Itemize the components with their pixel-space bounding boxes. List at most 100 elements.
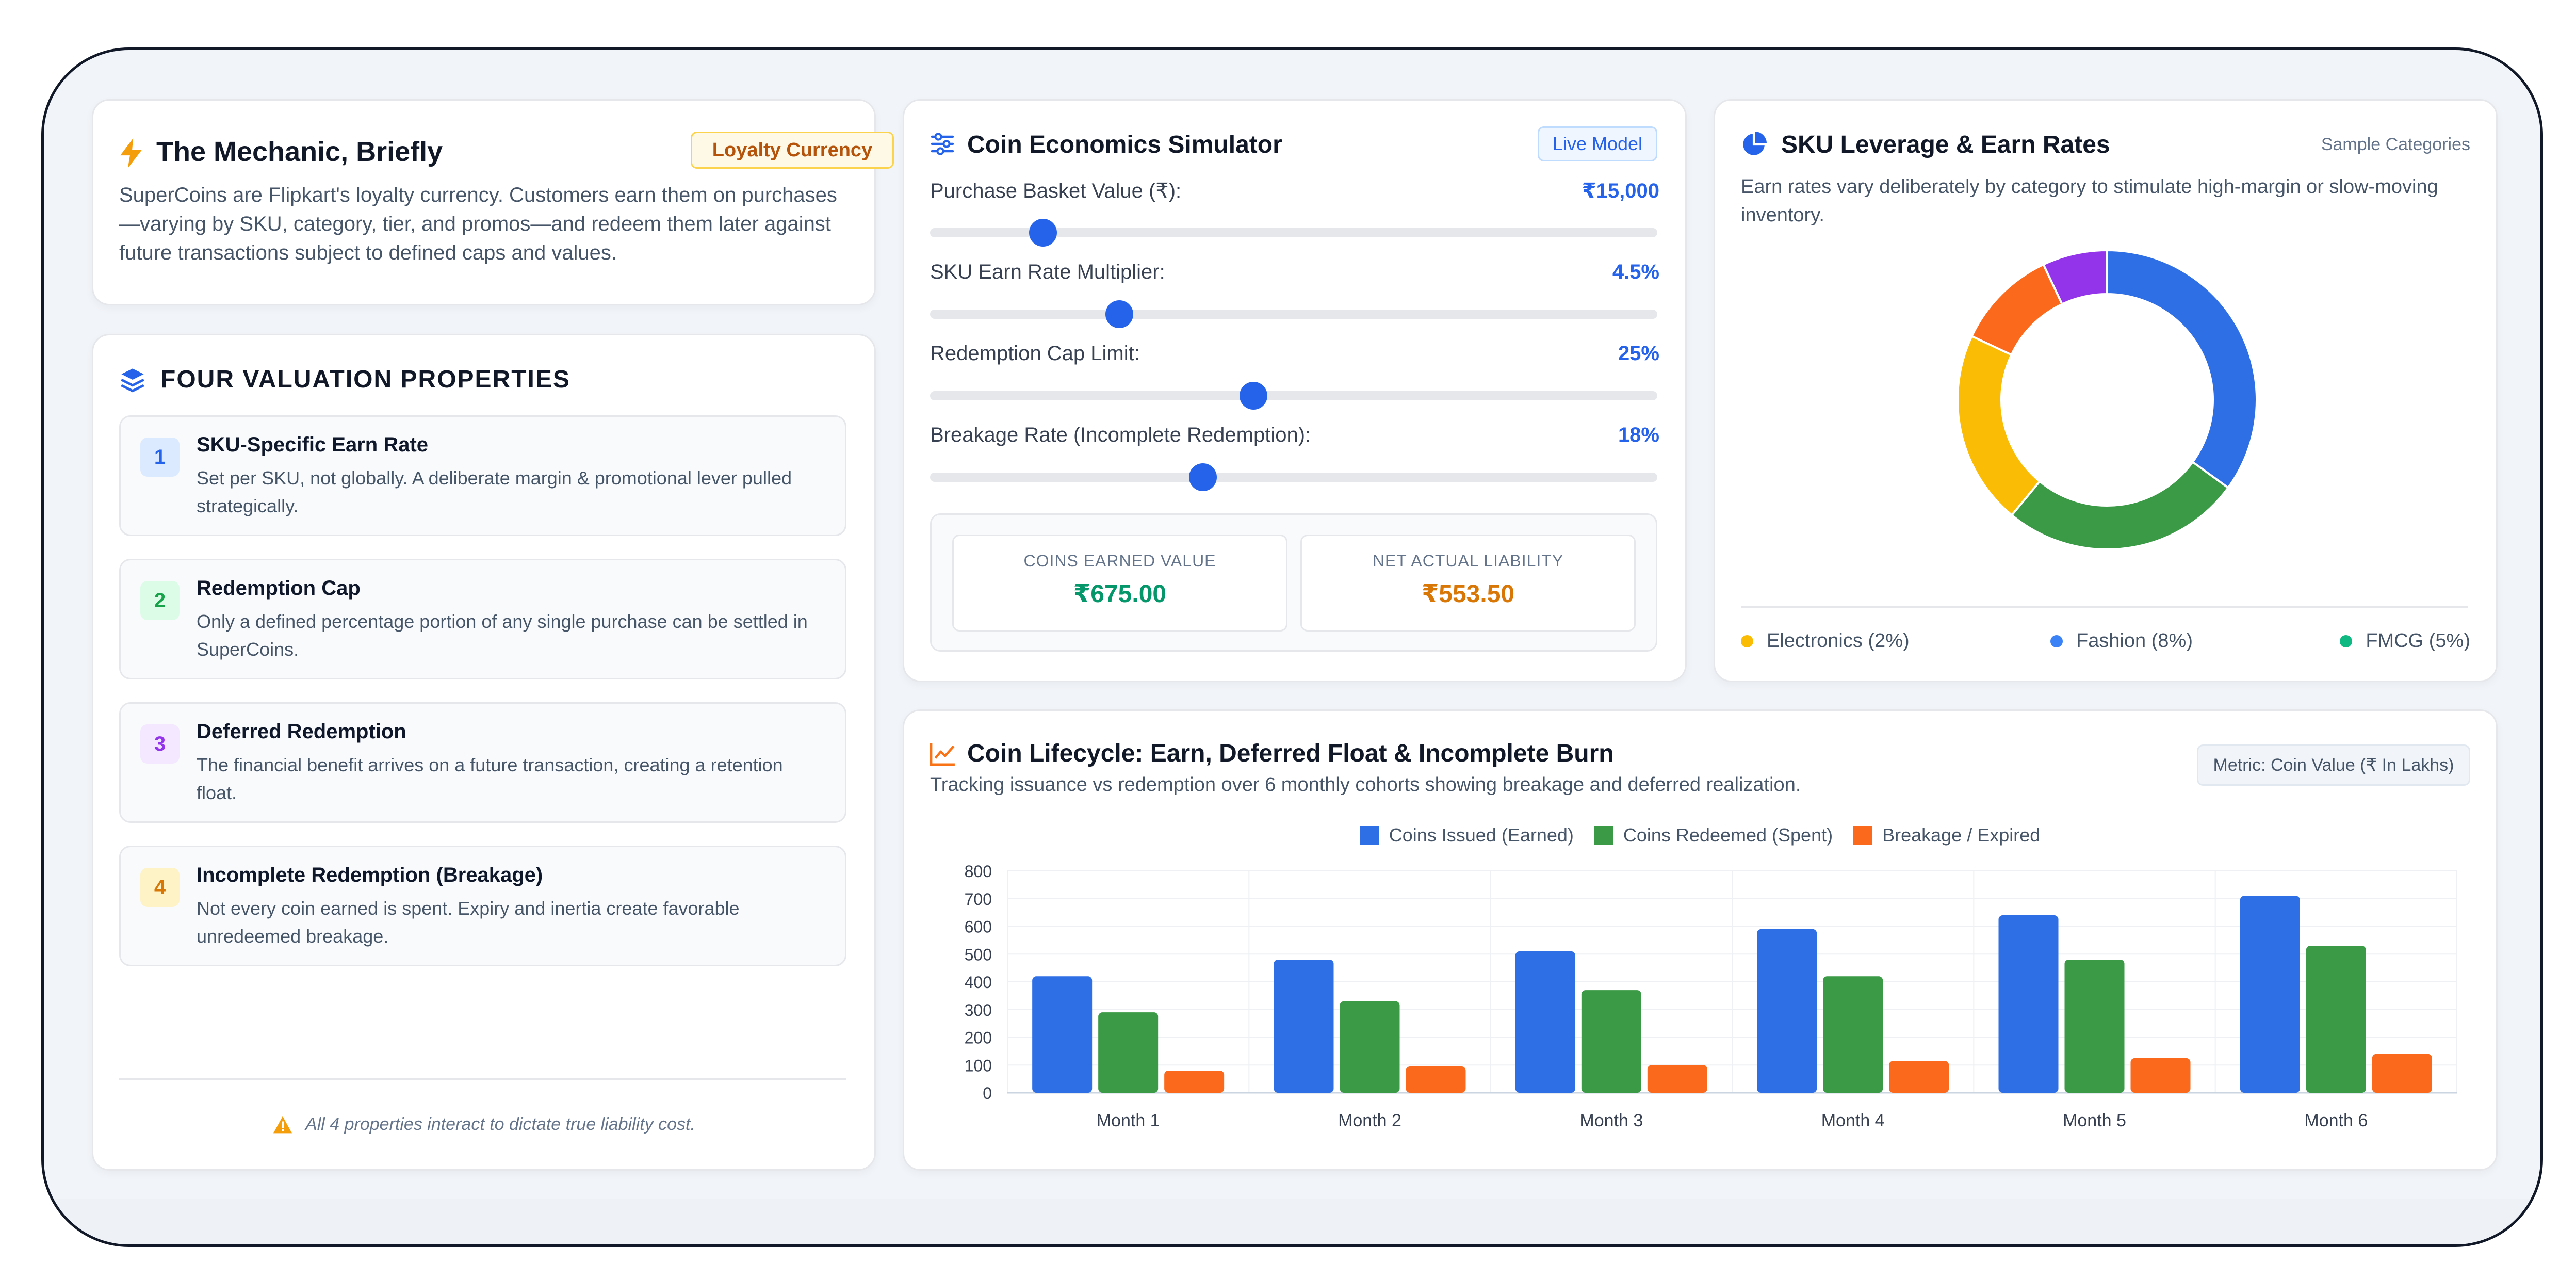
net-liability-box: NET ACTUAL LIABILITY ₹553.50 — [1300, 535, 1636, 632]
legend-swatch — [1360, 826, 1379, 845]
bar — [1340, 1001, 1400, 1093]
app-frame: The Mechanic, Briefly Loyalty Currency S… — [41, 47, 2543, 1247]
x-tick-label: Month 1 — [1097, 1111, 1160, 1130]
properties-divider — [119, 1078, 846, 1080]
x-tick-label: Month 4 — [1821, 1111, 1885, 1130]
bar — [2130, 1058, 2191, 1093]
property-title: Incomplete Redemption (Breakage) — [197, 864, 543, 886]
property-description: The financial benefit arrives on a futur… — [197, 754, 783, 803]
layers-icon — [121, 368, 144, 393]
bar — [1823, 976, 1883, 1093]
property-item: 2 Redemption Cap Only a defined percenta… — [119, 559, 846, 679]
donut-segment — [1957, 334, 2042, 517]
slider-value: 18% — [1618, 424, 1659, 446]
slider-value: 4.5% — [1612, 261, 1659, 283]
bar — [2240, 896, 2300, 1093]
legend-dot — [2050, 635, 2063, 647]
lifecycle-card: Coin Lifecycle: Earn, Deferred Float & I… — [903, 709, 2498, 1171]
legend-label: Coins Issued (Earned) — [1389, 824, 1574, 846]
net-liability-value: ₹553.50 — [1421, 580, 1515, 608]
bar — [1889, 1061, 1949, 1093]
bar — [1098, 1012, 1159, 1093]
property-title: Deferred Redemption — [197, 720, 406, 743]
slider-knob[interactable] — [1188, 463, 1217, 491]
live-model-badge: Live Model — [1538, 126, 1657, 161]
bar — [1164, 1071, 1225, 1093]
trend-icon — [930, 743, 955, 766]
net-liability-label: NET ACTUAL LIABILITY — [1372, 552, 1564, 570]
legend-coins-redeemed: Coins Redeemed (Spent) — [1594, 824, 1833, 846]
lifecycle-title: Coin Lifecycle: Earn, Deferred Float & I… — [967, 740, 1614, 767]
mechanic-description: SuperCoins are Flipkart's loyalty curren… — [119, 184, 837, 264]
bar — [1998, 915, 2059, 1093]
properties-title: FOUR VALUATION PROPERTIES — [160, 366, 570, 393]
slider-value: 25% — [1618, 342, 1659, 365]
sample-categories-note: Sample Categories — [2321, 135, 2470, 154]
property-item: 1 SKU-Specific Earn Rate Set per SKU, no… — [119, 415, 846, 536]
mechanic-card: The Mechanic, Briefly Loyalty Currency S… — [92, 99, 894, 305]
sku-donut-chart — [1957, 249, 2258, 551]
slider-label: Breakage Rate (Incomplete Redemption): — [930, 424, 1311, 446]
x-tick-label: Month 3 — [1579, 1111, 1643, 1130]
slider-knob[interactable] — [1105, 300, 1133, 328]
properties-footnote: All 4 properties interact to dictate tru… — [93, 1114, 874, 1135]
pie-chart-icon — [1743, 132, 1767, 155]
coins-earned-value: ₹675.00 — [1073, 580, 1167, 608]
sku-card: SKU Leverage & Earn Rates Sample Categor… — [1714, 99, 2498, 682]
simulator-title: Coin Economics Simulator — [967, 131, 1282, 158]
property-description: Not every coin earned is spent. Expiry a… — [197, 898, 740, 947]
lifecycle-bar-chart: 800 700 600 500 400 300 200 100 0 Month 1 Month 2 M… — [965, 862, 2457, 1130]
metric-badge: Metric: Coin Value (₹ In Lakhs) — [2197, 744, 2470, 786]
bar — [2372, 1054, 2432, 1093]
y-tick-label: 300 — [965, 1001, 992, 1019]
coins-earned-label: COINS EARNED VALUE — [1023, 552, 1216, 570]
slider-value: ₹15,000 — [1582, 180, 1659, 202]
y-tick-label: 200 — [965, 1029, 992, 1047]
property-number: 4 — [140, 868, 180, 907]
slider-knob[interactable] — [1029, 219, 1057, 247]
lifecycle-subtitle: Tracking issuance vs redemption over 6 m… — [930, 774, 1801, 796]
basket-value-slider[interactable] — [930, 219, 1657, 247]
property-number: 3 — [140, 724, 180, 764]
slider-knob[interactable] — [1240, 382, 1268, 410]
simulator-card: Coin Economics Simulator Live Model Purc… — [903, 99, 1687, 682]
sku-divider — [1741, 606, 2468, 608]
legend-label: Electronics (2%) — [1767, 630, 1910, 652]
bar — [1757, 929, 1817, 1093]
bar — [1581, 990, 1641, 1093]
redemption-cap-slider[interactable] — [930, 382, 1657, 410]
property-number: 1 — [140, 438, 180, 477]
property-description: Set per SKU, not globally. A deliberate … — [197, 467, 792, 516]
property-title: Redemption Cap — [197, 577, 361, 600]
legend-label: Coins Redeemed (Spent) — [1623, 824, 1833, 846]
legend-electronics: Electronics (2%) — [1741, 630, 1910, 652]
bottom-strip — [44, 1199, 2540, 1244]
slider-label: Purchase Basket Value (₹): — [930, 180, 1182, 202]
property-number: 2 — [140, 581, 180, 620]
x-tick-label: Month 6 — [2304, 1111, 2368, 1130]
property-item: 4 Incomplete Redemption (Breakage) Not e… — [119, 846, 846, 966]
slider-label: Redemption Cap Limit: — [930, 342, 1140, 365]
earn-rate-slider[interactable] — [930, 300, 1657, 328]
legend-label: Fashion (8%) — [2076, 630, 2193, 652]
sliders-icon — [931, 133, 954, 155]
bar — [2306, 946, 2366, 1093]
donut-segment — [2010, 460, 2230, 551]
y-tick-label: 600 — [965, 918, 992, 936]
properties-card: FOUR VALUATION PROPERTIES 1 SKU-Specific… — [92, 334, 876, 1171]
property-item: 3 Deferred Redemption The financial bene… — [119, 702, 846, 823]
legend-label: Breakage / Expired — [1882, 824, 2041, 846]
breakage-rate-slider[interactable] — [930, 463, 1657, 491]
y-tick-label: 0 — [983, 1084, 992, 1103]
legend-breakage: Breakage / Expired — [1853, 824, 2040, 846]
bar — [1515, 951, 1575, 1093]
legend-dot — [1741, 635, 1753, 647]
legend-dot — [2340, 635, 2353, 647]
legend-swatch — [1853, 826, 1872, 845]
bar — [1274, 960, 1334, 1093]
sku-description: Earn rates vary deliberately by category… — [1741, 176, 2438, 226]
chart-legend: Coins Issued (Earned) Coins Redeemed (Sp… — [904, 824, 2496, 846]
x-tick-label: Month 5 — [2063, 1111, 2126, 1130]
property-description: Only a defined percentage portion of any… — [197, 611, 808, 660]
y-tick-label: 100 — [965, 1056, 992, 1075]
